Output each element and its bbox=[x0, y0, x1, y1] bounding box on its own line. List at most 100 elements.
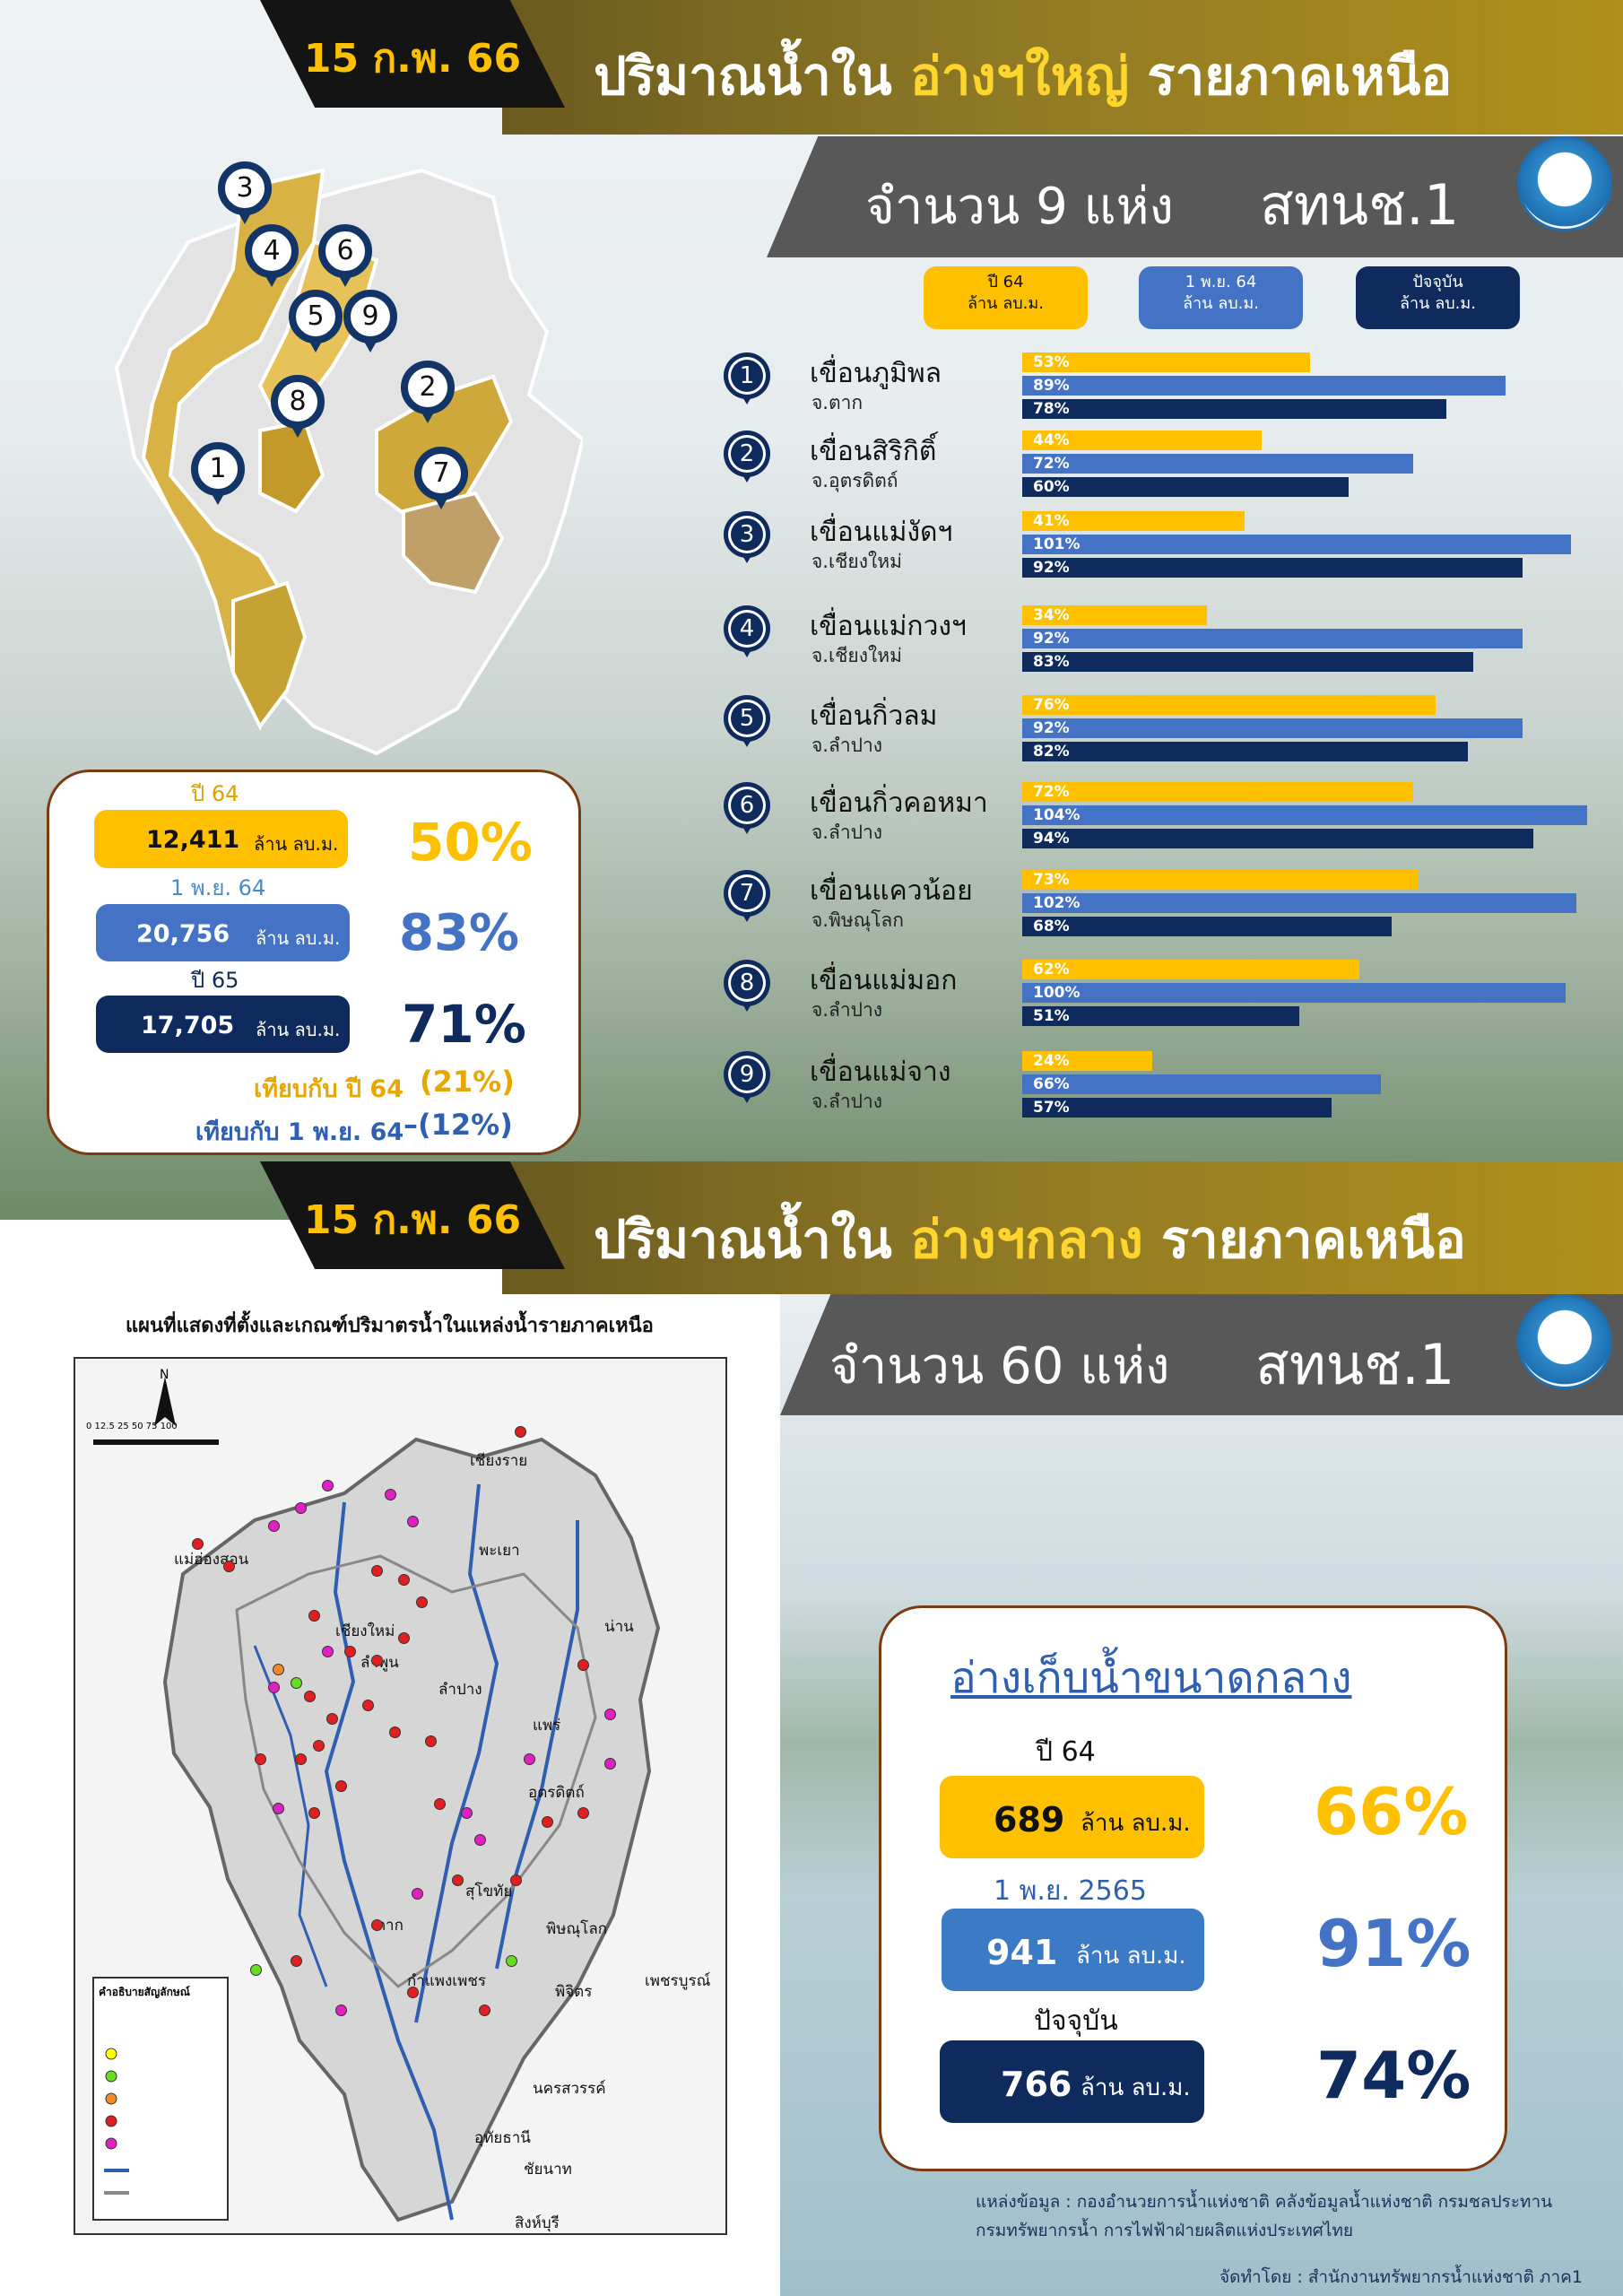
map-reservoir-dot bbox=[223, 1561, 235, 1572]
sum-pct-y65: 71% bbox=[402, 994, 526, 1055]
dam-name: เขื่อนกิ่วคอหมา bbox=[810, 787, 988, 819]
map-north-label: N bbox=[160, 1368, 169, 1382]
dam-bar: 24% bbox=[1022, 1051, 1152, 1071]
map-reservoir-dot bbox=[577, 1807, 589, 1819]
map-city-label: สิงห์บุรี bbox=[515, 2214, 560, 2232]
map-reservoir-dot bbox=[268, 1682, 280, 1693]
map-reservoir-dot bbox=[273, 1803, 284, 1814]
dam-bar: 44% bbox=[1022, 430, 1262, 450]
legend-pill-nov64-label: 1 พ.ย. 64 bbox=[1185, 273, 1257, 291]
map-reservoir-dot bbox=[524, 1753, 535, 1765]
bottom-label-y64: ปี 64 bbox=[1036, 1736, 1096, 1768]
map-reservoir-dot bbox=[412, 1888, 423, 1900]
bottom-title-bar bbox=[502, 1161, 1623, 1294]
dam-province: จ.ลำปาง bbox=[812, 735, 883, 756]
map-reservoir-dot bbox=[371, 1919, 383, 1931]
map-reservoir-dot bbox=[604, 1709, 616, 1720]
sum-value-y64: 12,411 bbox=[146, 826, 240, 854]
bottom-pct-current: 74% bbox=[1316, 2038, 1471, 2113]
dam-number-badge: 8 bbox=[724, 960, 770, 1012]
map-reservoir-dot bbox=[192, 1538, 204, 1550]
dam-number-badge: 1 bbox=[724, 352, 770, 404]
dam-bar: 66% bbox=[1022, 1074, 1381, 1094]
sum-label-y64: ปี 64 bbox=[191, 781, 239, 806]
dam-number-badge: 2 bbox=[724, 430, 770, 483]
map-reservoir-dot bbox=[291, 1955, 302, 1967]
dam-province: จ.ตาก bbox=[812, 392, 864, 413]
legend-pill-y64-label: ปี 64 bbox=[987, 273, 1024, 291]
dam-bar: 78% bbox=[1022, 399, 1446, 419]
bottom-org-text: สทนช.1 bbox=[1255, 1332, 1455, 1397]
dam-bar: 34% bbox=[1022, 605, 1207, 625]
bottom-pill-y64: 689 ล้าน ลบ.ม. bbox=[940, 1776, 1204, 1858]
map-city-label: อุทัยธานี bbox=[474, 2129, 531, 2147]
dam-bar: 94% bbox=[1022, 829, 1533, 848]
map-reservoir-dot bbox=[510, 1874, 522, 1886]
map-reservoir-dot bbox=[474, 1834, 486, 1846]
map-reservoir-dot bbox=[335, 2005, 347, 2016]
dam-bar: 104% bbox=[1022, 805, 1587, 825]
map-reservoir-dot bbox=[385, 1489, 396, 1500]
dam-name: เขื่อนกิ่วลม bbox=[810, 700, 938, 732]
map-reservoir-dot bbox=[506, 1955, 517, 1967]
bottom-pill-current: 766 ล้าน ลบ.ม. bbox=[940, 2040, 1204, 2123]
map-region-gold4 bbox=[402, 491, 505, 595]
map-river-3 bbox=[495, 1520, 579, 1970]
bottom-count-text: จำนวน 60 แห่ง bbox=[829, 1337, 1170, 1396]
dam-province: จ.เชียงใหม่ bbox=[812, 645, 902, 666]
map-reservoir-dot bbox=[291, 1677, 302, 1689]
map-city-label: ชัยนาท bbox=[524, 2161, 572, 2179]
dam-bar: 100% bbox=[1022, 983, 1566, 1003]
map-city-label: น่าน bbox=[604, 1618, 634, 1636]
map-reservoir-dot bbox=[479, 2005, 490, 2016]
dam-name: เขื่อนแควน้อย bbox=[810, 875, 973, 907]
map-reservoir-dot bbox=[542, 1816, 553, 1828]
top-org-text: สทนช.1 bbox=[1260, 172, 1460, 238]
source-line-1: แหล่งข้อมูล : กองอำนวยการน้ำแห่งชาติ คลั… bbox=[976, 2192, 1553, 2212]
map-reservoir-dot bbox=[389, 1726, 401, 1738]
map-boundary-inner bbox=[235, 1554, 597, 1988]
dam-bar: 51% bbox=[1022, 1006, 1299, 1026]
dam-bar: 76% bbox=[1022, 695, 1436, 715]
bottom-date: 15 ก.พ. 66 bbox=[303, 1197, 522, 1243]
map-reservoir-dot bbox=[304, 1691, 316, 1702]
bottom-unit-nov: ล้าน ลบ.ม. bbox=[1076, 1943, 1186, 1970]
map-pin-2: 2 bbox=[401, 361, 455, 423]
map-city-label: เพชรบูรณ์ bbox=[645, 1972, 711, 1990]
bottom-value-nov: 941 bbox=[986, 1933, 1058, 1972]
sum-unit-y65: ล้าน ลบ.ม. bbox=[256, 1019, 341, 1040]
bottom-label-current: ปัจจุบัน bbox=[1034, 2005, 1118, 2037]
dam-province: จ.ลำปาง bbox=[812, 999, 883, 1021]
map-reservoir-dot bbox=[398, 1632, 410, 1644]
dam-bar: 83% bbox=[1022, 652, 1473, 672]
map-reservoir-dot bbox=[308, 1807, 320, 1819]
map-city-label: สุโขทัย bbox=[465, 1883, 513, 1900]
map-city-label: กำแพงเพชร bbox=[407, 1972, 486, 1990]
dam-number-badge: 4 bbox=[724, 605, 770, 657]
sum-label-nov64: 1 พ.ย. 64 bbox=[170, 875, 266, 900]
map-city-label: เชียงราย bbox=[470, 1452, 528, 1470]
map-north-arrow-icon bbox=[154, 1377, 176, 1426]
top-title-bar bbox=[502, 0, 1623, 135]
bottom-value-y64: 689 bbox=[994, 1800, 1065, 1839]
map-reservoir-dot bbox=[295, 1502, 307, 1514]
map-reservoir-dot bbox=[452, 1874, 464, 1886]
bottom-pct-nov: 91% bbox=[1316, 1906, 1471, 1981]
dam-bar: 73% bbox=[1022, 870, 1419, 890]
map-reservoir-dot bbox=[295, 1753, 307, 1765]
map-reservoir-dot bbox=[407, 1516, 419, 1527]
map-reservoir-dot bbox=[313, 1740, 325, 1752]
map-reservoir-dots bbox=[75, 1359, 725, 2233]
map-pin-8: 8 bbox=[271, 375, 325, 438]
dam-name: เขื่อนแม่จาง bbox=[810, 1057, 951, 1088]
map-reservoir-dot bbox=[250, 1964, 262, 1976]
dam-bar: 92% bbox=[1022, 558, 1523, 578]
bottom-pill-nov: 941 ล้าน ลบ.ม. bbox=[942, 1909, 1204, 1991]
credit-text: จัดทำโดย : สำนักงานทรัพยากรน้ำแห่งชาติ ภ… bbox=[1219, 2267, 1583, 2287]
source-line-2: กรมทรัพยากรน้ำ การไฟฟ้าฝ่ายผลิตแห่งประเท… bbox=[976, 2221, 1354, 2240]
dam-name: เขื่อนแม่กวงฯ bbox=[810, 611, 967, 642]
map-river-1 bbox=[324, 1501, 454, 2221]
dam-number-badge: 7 bbox=[724, 870, 770, 922]
map-scale-bar bbox=[93, 1439, 219, 1445]
map-reservoir-dot bbox=[515, 1426, 526, 1438]
